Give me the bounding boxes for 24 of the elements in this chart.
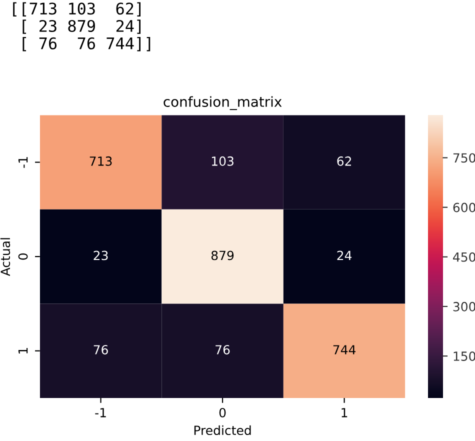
data-label: 76 — [216, 345, 230, 354]
text: [[713 103 62] [ 23 879 24] [ 76 76 744]] — [13, 2, 150, 52]
y-tick-label: 0 — [18, 253, 28, 260]
color-bar-label: 450 — [453, 252, 475, 262]
x-tick-label: 1 — [342, 408, 348, 418]
data-label: 713 — [90, 156, 112, 166]
y-tick-label: -1 — [18, 157, 28, 168]
data-label: 744 — [333, 345, 356, 354]
color-bar-label: 600 — [453, 202, 475, 212]
data-label: 103 — [212, 156, 234, 166]
x-tick-label: -1 — [95, 408, 106, 418]
color-bar-label: 150 — [454, 352, 475, 361]
data-label: 76 — [94, 345, 108, 354]
y-axis-title: Actual — [0, 238, 10, 276]
y-tick-label: 1 — [18, 348, 28, 354]
chart-title: confusion_matrix — [164, 96, 282, 110]
data-label: 879 — [211, 250, 234, 260]
color-bar-label: 750 — [453, 153, 475, 163]
data-label: 23 — [94, 250, 108, 260]
color-bar-label: 300 — [453, 302, 475, 312]
data-label: 24 — [337, 250, 352, 260]
x-tick-label: 0 — [219, 408, 226, 418]
data-label: 62 — [337, 156, 351, 166]
x-axis-title: Predicted — [194, 425, 251, 436]
